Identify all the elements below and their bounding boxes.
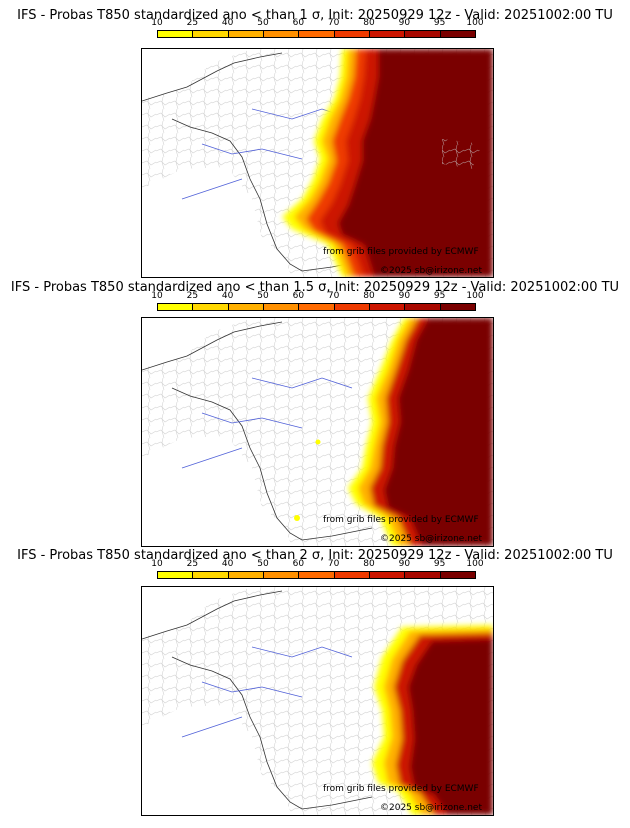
colorbar-label: 10 xyxy=(151,559,163,569)
colorbar-swatch xyxy=(404,571,441,579)
colorbar-swatch xyxy=(298,571,335,579)
colorbar-label: 70 xyxy=(327,291,340,301)
colorbar-swatch xyxy=(333,571,370,579)
colorbar-swatch xyxy=(369,303,406,311)
colorbar: 10 25 40 50 60 70 80 90 95 100 xyxy=(151,559,484,579)
colorbar-label: 70 xyxy=(327,559,340,569)
colorbar-swatch xyxy=(404,303,441,311)
colorbar-label: 95 xyxy=(433,291,446,301)
colorbar-swatch xyxy=(227,303,264,311)
colorbar-label: 90 xyxy=(398,559,411,569)
colorbar-swatch xyxy=(439,303,476,311)
colorbar-swatch xyxy=(439,571,476,579)
colorbar-swatch xyxy=(439,30,476,38)
colorbar-swatch xyxy=(333,30,370,38)
colorbar-swatch xyxy=(298,30,335,38)
colorbar-label: 95 xyxy=(433,18,446,28)
colorbar-swatch xyxy=(157,30,194,38)
colorbar-label: 80 xyxy=(363,18,375,28)
colorbar-swatch xyxy=(263,30,300,38)
credit-author: ©2025 sb@irizone.net xyxy=(380,803,482,813)
panel-title: IFS - Probas T850 standardized ano < tha… xyxy=(17,548,613,563)
colorbar-label: 25 xyxy=(186,559,199,569)
colorbar-label: 60 xyxy=(292,291,305,301)
colorbar-swatch xyxy=(192,303,229,311)
colorbar-label: 10 xyxy=(151,291,163,301)
colorbar-label: 100 xyxy=(466,559,484,569)
credit-source: from grib files provided by ECMWF xyxy=(323,515,479,525)
credit-author: ©2025 sb@irizone.net xyxy=(380,266,482,276)
colorbar-label: 95 xyxy=(433,559,446,569)
colorbar-swatch xyxy=(157,571,194,579)
colorbar-swatch xyxy=(333,303,370,311)
colorbar-label: 25 xyxy=(186,291,199,301)
colorbar-label: 50 xyxy=(257,559,269,569)
panel-title: IFS - Probas T850 standardized ano < tha… xyxy=(17,8,613,23)
colorbar-label: 50 xyxy=(257,18,269,28)
colorbar-swatch xyxy=(227,571,264,579)
colorbar-label: 90 xyxy=(398,18,411,28)
colorbar-swatch xyxy=(298,303,335,311)
colorbar-label: 70 xyxy=(327,18,340,28)
colorbar-label: 25 xyxy=(186,18,199,28)
colorbar-label: 50 xyxy=(257,291,269,301)
colorbar-label: 90 xyxy=(398,291,411,301)
colorbar-swatch xyxy=(263,571,300,579)
colorbar-swatch xyxy=(404,30,441,38)
colorbar-label: 80 xyxy=(363,291,375,301)
colorbar-label: 100 xyxy=(466,18,484,28)
probability-map: from grib files provided by ECMWF ©2025 … xyxy=(141,317,494,547)
colorbar-label: 40 xyxy=(221,559,234,569)
colorbar-swatch xyxy=(192,30,229,38)
colorbar-label: 60 xyxy=(292,18,305,28)
probability-map: from grib files provided by ECMWF ©2025 … xyxy=(141,48,494,278)
credit-source: from grib files provided by ECMWF xyxy=(323,784,479,794)
colorbar: 10 25 40 50 60 70 80 90 95 100 xyxy=(151,291,484,311)
probability-map: from grib files provided by ECMWF ©2025 … xyxy=(141,586,494,816)
colorbar-swatch xyxy=(227,30,264,38)
colorbar-label: 60 xyxy=(292,559,305,569)
colorbar-label: 100 xyxy=(466,291,484,301)
colorbar-swatch xyxy=(369,30,406,38)
colorbar-label: 40 xyxy=(221,18,234,28)
colorbar: 10 25 40 50 60 70 80 90 95 100 xyxy=(151,18,484,38)
colorbar-swatch xyxy=(369,571,406,579)
colorbar-swatch xyxy=(263,303,300,311)
panel-title: IFS - Probas T850 standardized ano < tha… xyxy=(10,280,620,295)
colorbar-label: 40 xyxy=(221,291,234,301)
colorbar-swatch xyxy=(157,303,194,311)
colorbar-label: 80 xyxy=(363,559,375,569)
credit-author: ©2025 sb@irizone.net xyxy=(380,534,482,544)
credit-source: from grib files provided by ECMWF xyxy=(323,247,479,257)
colorbar-label: 10 xyxy=(151,18,163,28)
colorbar-swatch xyxy=(192,571,229,579)
